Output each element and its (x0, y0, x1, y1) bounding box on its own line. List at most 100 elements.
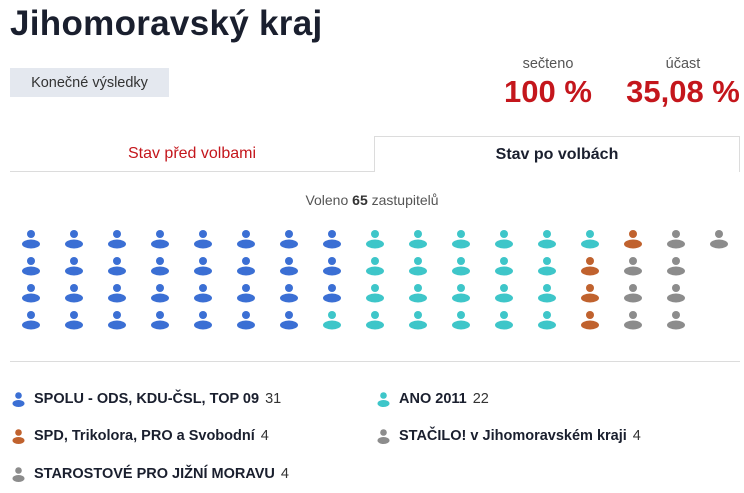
legend-party-seats: 4 (280, 466, 289, 482)
counted-value: 100 % (504, 74, 592, 109)
seat-icon-ano (409, 257, 427, 276)
divider (10, 361, 740, 362)
seat-icon-starostove (667, 311, 685, 330)
seat-icon-spolu (65, 311, 83, 330)
seat-icon-ano (366, 311, 384, 330)
seat-icon-ano (452, 230, 470, 249)
seat-icon-ano (538, 311, 556, 330)
seat-icon-stacilo (667, 230, 685, 249)
seat-icon-ano (452, 257, 470, 276)
seat-icon-spolu (108, 284, 126, 303)
seat-icon-spolu (194, 311, 212, 330)
legend-item-ano: ANO 2011 22 (377, 391, 489, 407)
seat-icon-spolu (237, 284, 255, 303)
seat-icon-ano (538, 230, 556, 249)
legend-item-spd: SPD, Trikolora, PRO a Svobodní 4 (12, 428, 269, 444)
seat-icon-spolu (280, 311, 298, 330)
seat-icon-ano (538, 284, 556, 303)
counted-stat: sečteno 100 % (503, 56, 593, 110)
page-title: Jihomoravský kraj (10, 4, 323, 43)
seat-icon-ano (495, 311, 513, 330)
person-icon (377, 391, 390, 407)
final-results-badge: Konečné výsledky (10, 68, 169, 97)
person-icon (12, 428, 25, 444)
seat-icon-ano (495, 284, 513, 303)
legend-party-seats: 4 (260, 428, 269, 444)
elected-prefix: Voleno (305, 192, 349, 208)
legend-item-spolu: SPOLU - ODS, KDU-ČSL, TOP 09 31 (12, 391, 281, 407)
seat-icon-spolu (323, 284, 341, 303)
seat-icon-stacilo (624, 284, 642, 303)
seat-icon-starostove (710, 230, 728, 249)
seat-icon-stacilo (624, 257, 642, 276)
seat-icon-spolu (280, 230, 298, 249)
seat-icon-spolu (151, 230, 169, 249)
seat-icon-spd (581, 257, 599, 276)
seat-icon-ano (366, 257, 384, 276)
seat-icon-spolu (237, 257, 255, 276)
seat-icon-spolu (22, 230, 40, 249)
seat-icon-spd (581, 311, 599, 330)
turnout-value: 35,08 % (626, 74, 740, 109)
seat-chart (22, 230, 728, 330)
turnout-label: účast (665, 56, 701, 72)
seat-icon-ano (409, 311, 427, 330)
legend-party-seats: 31 (265, 391, 282, 407)
seat-icon-stacilo (624, 311, 642, 330)
seat-icon-spolu (108, 230, 126, 249)
person-icon (12, 466, 25, 482)
seat-icon-ano (409, 230, 427, 249)
legend-party-seats: 4 (632, 428, 641, 444)
legend-party-name: STAROSTOVÉ PRO JIŽNÍ MORAVU (34, 466, 275, 482)
seat-icon-starostove (667, 257, 685, 276)
seat-icon-starostove (667, 284, 685, 303)
seat-icon-spolu (323, 257, 341, 276)
tab-after-elections[interactable]: Stav po volbách (374, 136, 740, 172)
seat-icon-ano (452, 284, 470, 303)
seat-icon-spolu (237, 311, 255, 330)
elected-count: 65 (352, 192, 368, 208)
seat-icon-spolu (280, 284, 298, 303)
elected-suffix: zastupitelů (371, 192, 439, 208)
tab-before-elections[interactable]: Stav před volbami (10, 136, 374, 172)
legend-party-name: SPOLU - ODS, KDU-ČSL, TOP 09 (34, 391, 260, 407)
seat-icon-spolu (194, 230, 212, 249)
seat-icon-ano (495, 230, 513, 249)
seat-icon-ano (409, 284, 427, 303)
seat-icon-spolu (65, 284, 83, 303)
seat-icon-ano (581, 230, 599, 249)
person-icon (12, 391, 25, 407)
seat-icon-spolu (22, 284, 40, 303)
seat-icon-ano (366, 284, 384, 303)
seat-icon-spolu (280, 257, 298, 276)
seat-icon-spolu (22, 257, 40, 276)
seat-icon-spolu (151, 284, 169, 303)
seat-icon-spolu (194, 257, 212, 276)
counted-label: sečteno (522, 56, 574, 72)
legend-item-starostove: STAROSTOVÉ PRO JIŽNÍ MORAVU 4 (12, 466, 289, 482)
seat-icon-spolu (65, 257, 83, 276)
elected-count-text: Voleno 65 zastupitelů (0, 192, 744, 208)
seat-icon-spd (581, 284, 599, 303)
seat-icon-spolu (108, 311, 126, 330)
legend-party-seats: 22 (472, 391, 489, 407)
seat-icon-spolu (237, 230, 255, 249)
legend-item-stacilo: STAČILO! v Jihomoravském kraji 4 (377, 428, 641, 444)
seat-icon-spolu (323, 230, 341, 249)
legend-party-name: STAČILO! v Jihomoravském kraji (399, 428, 627, 444)
seat-icon-spolu (151, 257, 169, 276)
seat-icon-ano (452, 311, 470, 330)
turnout-stat: účast 35,08 % (624, 56, 742, 110)
seat-icon-spolu (108, 257, 126, 276)
seat-icon-ano (538, 257, 556, 276)
seat-icon-spolu (194, 284, 212, 303)
seat-icon-spd (624, 230, 642, 249)
legend-party-name: SPD, Trikolora, PRO a Svobodní (34, 428, 255, 444)
seat-icon-spolu (22, 311, 40, 330)
seat-icon-ano (495, 257, 513, 276)
legend-party-name: ANO 2011 (399, 391, 467, 407)
tabs: Stav před volbami Stav po volbách (10, 136, 740, 172)
person-icon (377, 428, 390, 444)
seat-icon-spolu (65, 230, 83, 249)
seat-icon-ano (366, 230, 384, 249)
